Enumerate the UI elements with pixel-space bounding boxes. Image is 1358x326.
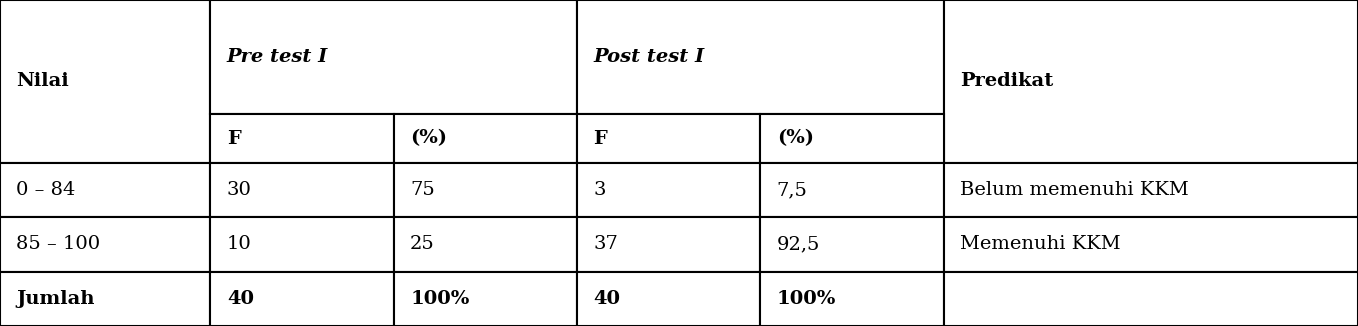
Text: F: F [593,129,607,148]
Text: Memenuhi KKM: Memenuhi KKM [960,235,1120,254]
Text: Predikat: Predikat [960,72,1054,91]
Text: 30: 30 [227,181,251,199]
Bar [760,217,944,272]
Bar [577,272,760,326]
Bar [210,163,394,217]
Bar [394,272,577,326]
Bar [0,0,210,163]
Text: 92,5: 92,5 [777,235,820,254]
Bar [210,272,394,326]
Text: Post test I: Post test I [593,48,705,66]
Text: F: F [227,129,240,148]
Bar [760,114,944,163]
Text: 100%: 100% [777,290,837,308]
Text: 40: 40 [227,290,254,308]
Bar [944,217,1358,272]
Bar [577,217,760,272]
Text: Jumlah: Jumlah [16,290,95,308]
Text: Belum memenuhi KKM: Belum memenuhi KKM [960,181,1188,199]
Bar [577,0,944,114]
Bar [944,163,1358,217]
Text: 3: 3 [593,181,606,199]
Text: (%): (%) [410,129,447,148]
Bar [210,114,394,163]
Bar [0,217,210,272]
Bar [0,163,210,217]
Text: 25: 25 [410,235,435,254]
Text: 40: 40 [593,290,621,308]
Text: (%): (%) [777,129,813,148]
Text: 0 – 84: 0 – 84 [16,181,76,199]
Text: 75: 75 [410,181,435,199]
Bar [760,163,944,217]
Bar [577,114,760,163]
Bar [394,114,577,163]
Bar [394,217,577,272]
Text: 100%: 100% [410,290,470,308]
Bar [0,272,210,326]
Bar [577,163,760,217]
Bar [210,217,394,272]
Text: 85 – 100: 85 – 100 [16,235,100,254]
Bar [760,272,944,326]
Text: 10: 10 [227,235,251,254]
Bar [210,0,577,114]
Bar [944,0,1358,163]
Text: 37: 37 [593,235,618,254]
Text: 7,5: 7,5 [777,181,808,199]
Text: Pre test I: Pre test I [227,48,329,66]
Bar [394,163,577,217]
Text: Nilai: Nilai [16,72,69,91]
Bar [944,272,1358,326]
